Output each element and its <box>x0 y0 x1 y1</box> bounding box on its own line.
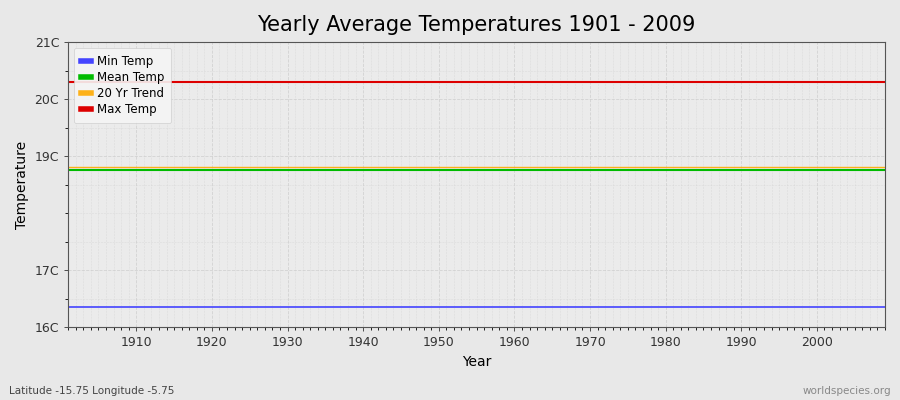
Title: Yearly Average Temperatures 1901 - 2009: Yearly Average Temperatures 1901 - 2009 <box>257 15 696 35</box>
20 Yr Trend <box>335 164 346 169</box>
20 Yr Trend <box>290 164 301 169</box>
X-axis label: Year: Year <box>462 355 491 369</box>
20 Yr Trend <box>879 164 890 169</box>
Min Temp <box>335 305 346 310</box>
Max Temp <box>290 80 301 84</box>
Min Temp <box>879 305 890 310</box>
Max Temp <box>879 80 890 84</box>
Mean Temp <box>879 168 890 173</box>
Legend: Min Temp, Mean Temp, 20 Yr Trend, Max Temp: Min Temp, Mean Temp, 20 Yr Trend, Max Te… <box>74 48 171 123</box>
Mean Temp <box>63 168 74 173</box>
Max Temp <box>335 80 346 84</box>
20 Yr Trend <box>509 164 520 169</box>
Mean Temp <box>501 168 512 173</box>
Mean Temp <box>290 168 301 173</box>
Min Temp <box>290 305 301 310</box>
Max Temp <box>63 80 74 84</box>
Max Temp <box>501 80 512 84</box>
Min Temp <box>509 305 520 310</box>
20 Yr Trend <box>63 164 74 169</box>
Max Temp <box>509 80 520 84</box>
Min Temp <box>599 305 610 310</box>
Mean Temp <box>509 168 520 173</box>
20 Yr Trend <box>501 164 512 169</box>
Y-axis label: Temperature: Temperature <box>15 141 29 229</box>
20 Yr Trend <box>599 164 610 169</box>
Max Temp <box>599 80 610 84</box>
Text: worldspecies.org: worldspecies.org <box>803 386 891 396</box>
20 Yr Trend <box>123 164 134 169</box>
Min Temp <box>63 305 74 310</box>
Min Temp <box>501 305 512 310</box>
Text: Latitude -15.75 Longitude -5.75: Latitude -15.75 Longitude -5.75 <box>9 386 175 396</box>
Max Temp <box>123 80 134 84</box>
Mean Temp <box>599 168 610 173</box>
Min Temp <box>123 305 134 310</box>
Mean Temp <box>335 168 346 173</box>
Mean Temp <box>123 168 134 173</box>
